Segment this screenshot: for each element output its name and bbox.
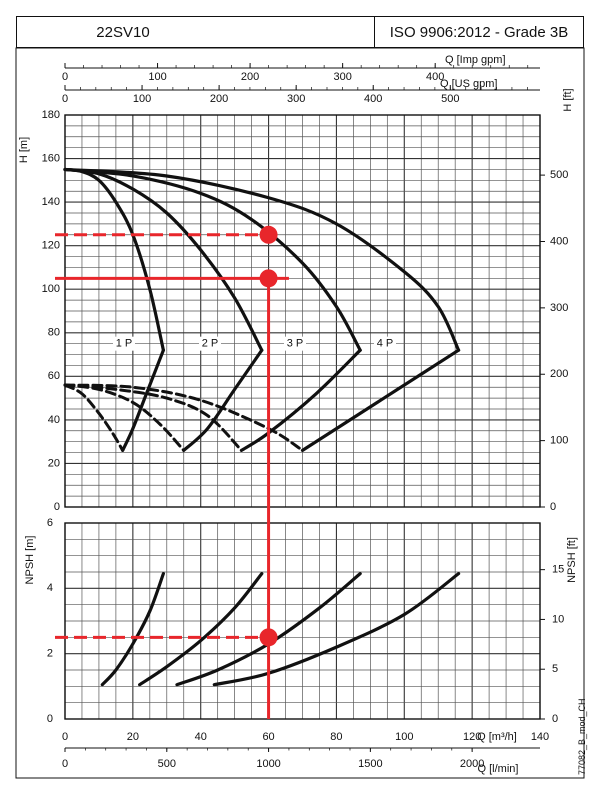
flow-m3h-tick-label: 60	[262, 731, 274, 743]
us-gpm-axis-label: Q [US gpm]	[440, 78, 497, 90]
model-label: 22SV10	[16, 16, 230, 48]
head-m-tick-label: 80	[48, 327, 60, 339]
us-gpm-tick-label: 500	[441, 93, 459, 105]
head-m-tick-label: 100	[42, 283, 60, 295]
duty-point-lower	[259, 269, 278, 288]
duty-point-upper	[259, 225, 278, 244]
flow-lmin-tick-label: 1000	[256, 758, 280, 770]
us-gpm-tick-label: 200	[210, 93, 228, 105]
head-m-tick-label: 160	[42, 152, 60, 164]
standard-label: ISO 9906:2012 - Grade 3B	[374, 16, 584, 48]
flow-m3h-tick-label: 120	[463, 731, 481, 743]
head-curve-1p	[63, 167, 165, 352]
head-m-tick-label: 40	[48, 414, 60, 426]
flow-m3h-tick-label: 40	[195, 731, 207, 743]
efficiency-curve-dashed-4p	[63, 383, 304, 452]
flow-lmin-tick-label: 0	[62, 758, 68, 770]
efficiency-curve-4p	[300, 348, 461, 452]
head-panel-frame	[64, 114, 541, 508]
curves	[63, 167, 461, 687]
operating-point	[55, 225, 289, 719]
header-spacer	[229, 16, 375, 48]
npsh-m-tick-label: 6	[47, 517, 53, 529]
curve-label-4p: 4 P	[374, 336, 396, 351]
flow-m3h-tick-label: 100	[395, 731, 413, 743]
head-curve-3p	[63, 167, 362, 352]
curve-label-text: 1 P	[116, 338, 133, 350]
head-m-tick-label: 140	[42, 196, 60, 208]
us-gpm-tick-label: 0	[62, 93, 68, 105]
flow-m3h-axis-label: Q [m³/h]	[477, 731, 517, 743]
curve-label-bg	[199, 336, 221, 351]
imp-gpm-tick-label: 200	[241, 71, 259, 83]
flow-lmin-tick-label: 500	[158, 758, 176, 770]
efficiency-curve-dashed-3p	[63, 383, 243, 452]
head-m-axis-label: H [m]	[18, 137, 30, 163]
flow-m3h-tick-label: 140	[531, 731, 549, 743]
head-curve-2p	[63, 167, 264, 352]
outer-frame	[15, 47, 585, 779]
head-ft-tick-label: 300	[550, 302, 568, 314]
npsh-curve-4p	[212, 572, 461, 687]
flow-m3h-tick-label: 20	[127, 731, 139, 743]
curve-label-1p: 1 P	[113, 336, 135, 351]
npsh-panel-frame	[64, 522, 541, 720]
curve-label-bg	[374, 336, 396, 351]
flow-lmin-tick-label: 2000	[460, 758, 484, 770]
flow-m3h-tick-label: 0	[62, 731, 68, 743]
us-gpm-tick-label: 400	[364, 93, 382, 105]
curve-label-text: 2 P	[202, 338, 219, 350]
curve-label-text: 4 P	[377, 338, 394, 350]
npsh-ft-tick-label: 15	[552, 564, 564, 576]
flow-m3h-tick-label: 80	[330, 731, 342, 743]
head-ft-tick-label: 400	[550, 235, 568, 247]
head-curve-4p	[63, 167, 461, 352]
standard-text: ISO 9906:2012 - Grade 3B	[389, 23, 569, 41]
npsh-m-tick-label: 4	[47, 582, 53, 594]
imp-gpm-tick-label: 100	[148, 71, 166, 83]
imp-gpm-tick-label: 300	[333, 71, 351, 83]
head-m-tick-label: 0	[54, 501, 60, 513]
head-m-tick-label: 20	[48, 457, 60, 469]
flow-lmin-axis-label: Q [l/min]	[478, 763, 519, 775]
npsh-ft-tick-label: 5	[552, 663, 558, 675]
efficiency-curve-1p	[121, 348, 165, 452]
npsh-ft-tick-label: 0	[552, 713, 558, 725]
head-ft-tick-label: 0	[550, 501, 556, 513]
duty-point-npsh	[259, 628, 278, 647]
efficiency-curve-2p	[182, 348, 264, 452]
curve-label-bg	[113, 336, 135, 351]
head-ft-axis-label: H [ft]	[562, 88, 574, 111]
efficiency-curve-3p	[239, 348, 362, 452]
panel-frames	[15, 47, 585, 779]
efficiency-curve-dashed-1p	[63, 383, 125, 452]
drawing-code: 77082_B_mod_CH	[577, 698, 587, 775]
curve-label-2p: 2 P	[199, 336, 221, 351]
curve-label-bg	[284, 336, 306, 351]
head-ft-tick-label: 100	[550, 435, 568, 447]
head-m-tick-label: 180	[42, 109, 60, 121]
imp-gpm-tick-label: 0	[62, 71, 68, 83]
curve-label-text: 3 P	[287, 338, 304, 350]
npsh-curve-2p	[138, 572, 264, 687]
npsh-ft-axis-label: NPSH [ft]	[566, 537, 578, 583]
imp-gpm-tick-label: 400	[426, 71, 444, 83]
curve-label-3p: 3 P	[284, 336, 306, 351]
npsh-m-tick-label: 0	[47, 713, 53, 725]
imp-gpm-axis-label: Q [Imp gpm]	[445, 54, 506, 66]
npsh-m-axis-label: NPSH [m]	[24, 536, 36, 585]
model-text: 22SV10	[96, 23, 150, 41]
head-m-tick-label: 120	[42, 240, 60, 252]
flow-lmin-tick-label: 1500	[358, 758, 382, 770]
us-gpm-tick-label: 100	[133, 93, 151, 105]
npsh-ft-tick-label: 10	[552, 613, 564, 625]
head-ft-tick-label: 200	[550, 368, 568, 380]
head-m-tick-label: 60	[48, 370, 60, 382]
npsh-m-tick-label: 2	[47, 648, 53, 660]
us-gpm-tick-label: 300	[287, 93, 305, 105]
head-ft-tick-label: 500	[550, 169, 568, 181]
npsh-curve-1p	[100, 572, 165, 687]
